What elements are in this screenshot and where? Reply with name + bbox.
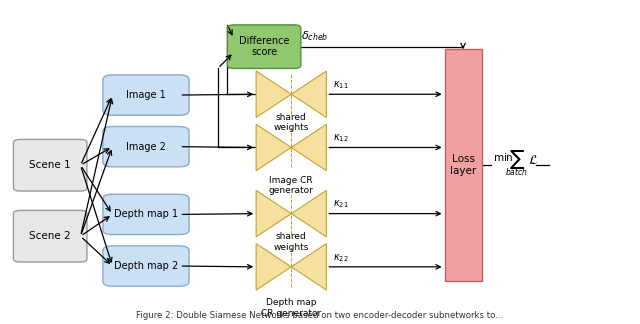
Polygon shape <box>256 244 291 290</box>
Text: shared
weights: shared weights <box>273 113 309 132</box>
Text: $\sum$: $\sum$ <box>509 148 525 171</box>
Text: Depth map 2: Depth map 2 <box>114 261 178 271</box>
Text: shared
weights: shared weights <box>273 232 309 251</box>
Polygon shape <box>291 124 326 171</box>
Text: $\kappa_{21}$: $\kappa_{21}$ <box>333 199 348 210</box>
FancyBboxPatch shape <box>103 194 189 235</box>
Text: Loss
layer: Loss layer <box>450 155 476 176</box>
Polygon shape <box>291 191 326 237</box>
Text: Figure 2: Double Siamese Networks based on two encoder-decoder subnetworks to...: Figure 2: Double Siamese Networks based … <box>136 311 504 320</box>
Polygon shape <box>256 191 291 237</box>
Text: $\kappa_{12}$: $\kappa_{12}$ <box>333 133 348 144</box>
Text: $\delta_{cheb}$: $\delta_{cheb}$ <box>301 29 328 43</box>
FancyBboxPatch shape <box>103 126 189 167</box>
Text: Image 1: Image 1 <box>126 90 166 100</box>
Polygon shape <box>291 244 326 290</box>
FancyBboxPatch shape <box>103 246 189 286</box>
FancyBboxPatch shape <box>13 139 87 191</box>
FancyBboxPatch shape <box>13 210 87 262</box>
Text: $\kappa_{11}$: $\kappa_{11}$ <box>333 79 348 91</box>
Polygon shape <box>256 124 291 171</box>
Text: $\mathrm{min}$: $\mathrm{min}$ <box>493 151 514 163</box>
Text: Depth map
CR generator: Depth map CR generator <box>261 298 321 318</box>
Text: Difference
score: Difference score <box>239 36 289 57</box>
Text: Scene 2: Scene 2 <box>29 231 71 241</box>
Text: Image 2: Image 2 <box>126 142 166 152</box>
Text: $\mathcal{L}$: $\mathcal{L}$ <box>528 154 538 167</box>
FancyBboxPatch shape <box>103 75 189 115</box>
Bar <box>445 49 481 281</box>
FancyBboxPatch shape <box>227 25 301 68</box>
Text: Scene 1: Scene 1 <box>29 160 71 170</box>
Text: Image CR
generator: Image CR generator <box>269 176 314 195</box>
Polygon shape <box>291 71 326 118</box>
Text: $\kappa_{22}$: $\kappa_{22}$ <box>333 252 348 264</box>
Text: Depth map 1: Depth map 1 <box>114 209 178 219</box>
Text: $batch$: $batch$ <box>505 166 528 177</box>
Polygon shape <box>256 71 291 118</box>
